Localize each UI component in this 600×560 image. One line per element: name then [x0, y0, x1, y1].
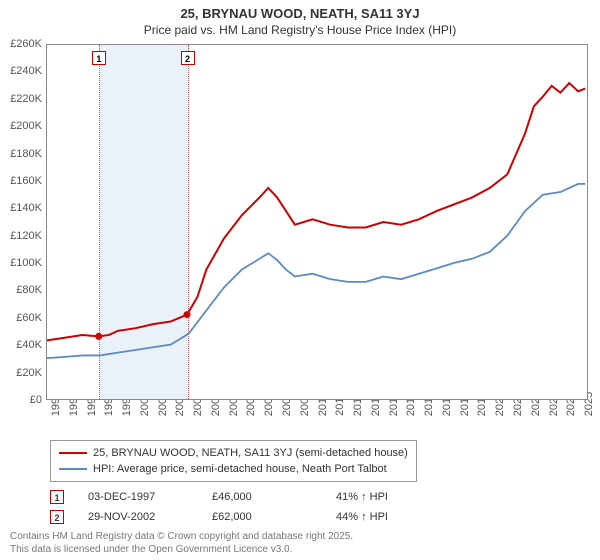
y-tick-label: £120K: [0, 230, 42, 242]
y-tick-label: £140K: [0, 202, 42, 214]
y-tick-label: £220K: [0, 93, 42, 105]
y-tick-label: £20K: [0, 367, 42, 379]
sale-point-2: [184, 311, 191, 318]
y-tick-label: £80K: [0, 284, 42, 296]
sale-marker-box-1: 1: [92, 51, 106, 65]
y-tick-label: £240K: [0, 65, 42, 77]
series-hpi: [47, 184, 585, 358]
footer-line-1: Contains HM Land Registry data © Crown c…: [10, 530, 353, 543]
annotation-delta-2: 44% ↑ HPI: [336, 511, 436, 523]
annotation-row-1: 1 03-DEC-1997 £46,000 41% ↑ HPI: [50, 490, 436, 504]
chart-title-address: 25, BRYNAU WOOD, NEATH, SA11 3YJ: [0, 6, 600, 21]
y-tick-label: £0: [0, 394, 42, 406]
annotation-price-2: £62,000: [212, 511, 312, 523]
y-tick-label: £180K: [0, 148, 42, 160]
footer-line-2: This data is licensed under the Open Gov…: [10, 543, 353, 556]
y-tick-label: £260K: [0, 38, 42, 50]
chart-lines-svg: [47, 45, 587, 399]
sale-marker-box-2: 2: [181, 51, 195, 65]
legend-swatch-hpi: [59, 468, 87, 470]
y-tick-label: £60K: [0, 312, 42, 324]
annotation-date-2: 29-NOV-2002: [88, 511, 188, 523]
chart-plot-area: 12: [46, 44, 588, 400]
y-tick-label: £40K: [0, 339, 42, 351]
chart-footer: Contains HM Land Registry data © Crown c…: [10, 530, 353, 556]
chart-legend: 25, BRYNAU WOOD, NEATH, SA11 3YJ (semi-d…: [50, 440, 417, 482]
y-tick-label: £100K: [0, 257, 42, 269]
y-tick-label: £200K: [0, 120, 42, 132]
legend-swatch-price: [59, 452, 87, 454]
annotation-marker-1: 1: [50, 490, 64, 504]
annotation-delta-1: 41% ↑ HPI: [336, 491, 436, 503]
annotation-row-2: 2 29-NOV-2002 £62,000 44% ↑ HPI: [50, 510, 436, 524]
legend-label-price: 25, BRYNAU WOOD, NEATH, SA11 3YJ (semi-d…: [93, 447, 408, 459]
chart-title-desc: Price paid vs. HM Land Registry's House …: [0, 23, 600, 37]
sale-point-1: [95, 333, 102, 340]
series-price_paid: [47, 83, 585, 340]
y-tick-label: £160K: [0, 175, 42, 187]
annotation-price-1: £46,000: [212, 491, 312, 503]
annotation-date-1: 03-DEC-1997: [88, 491, 188, 503]
annotation-marker-2: 2: [50, 510, 64, 524]
legend-label-hpi: HPI: Average price, semi-detached house,…: [93, 463, 387, 475]
